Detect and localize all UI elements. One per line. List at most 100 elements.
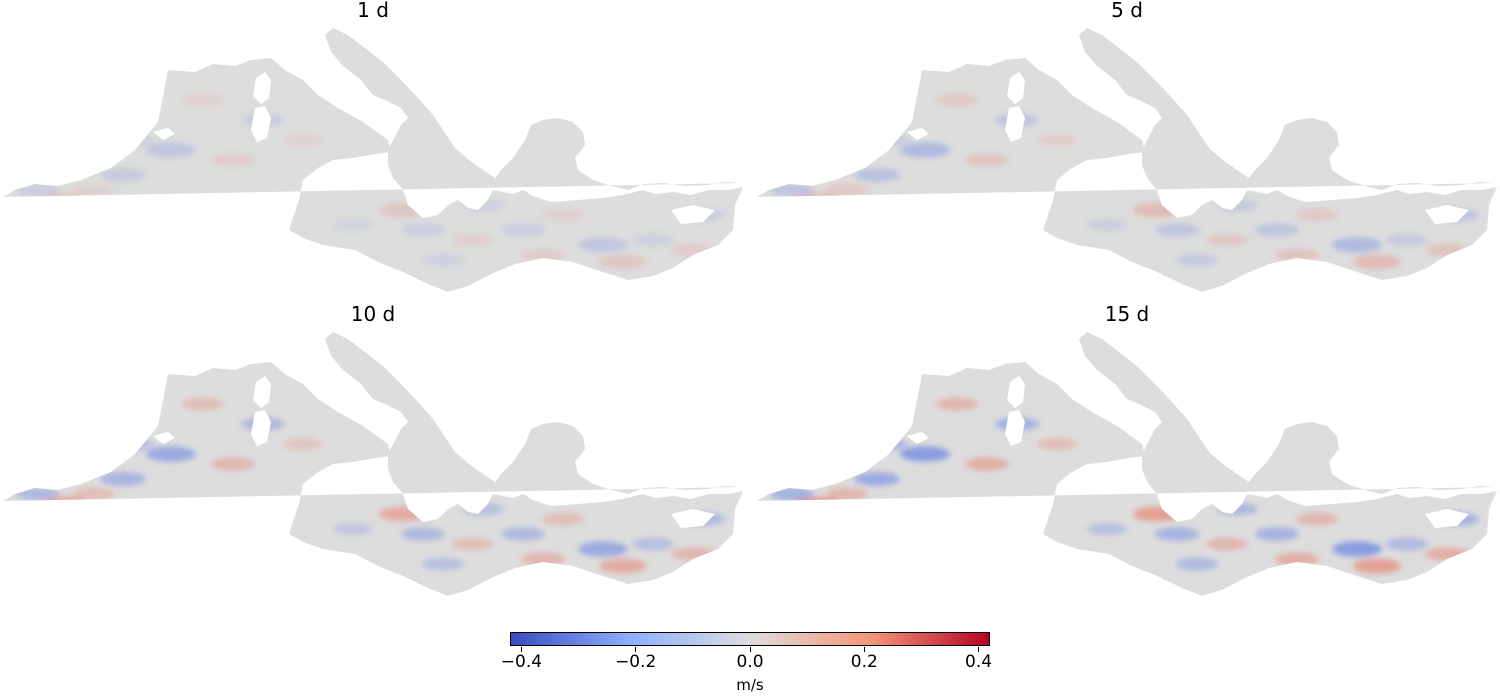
island-land bbox=[1005, 410, 1025, 446]
anomaly-feature bbox=[452, 537, 494, 551]
anomaly-feature bbox=[501, 223, 545, 237]
anomaly-feature bbox=[826, 487, 868, 501]
map-panel-1d: 1 d bbox=[3, 0, 743, 300]
colorbar-tick-label: 0.0 bbox=[736, 652, 764, 672]
anomaly-feature bbox=[1386, 233, 1428, 247]
anomaly-feature bbox=[1353, 558, 1401, 574]
island-land bbox=[253, 72, 271, 104]
anomaly-feature bbox=[671, 547, 715, 561]
anomaly-feature bbox=[501, 527, 545, 541]
anomaly-feature bbox=[770, 183, 814, 197]
island-land bbox=[1005, 106, 1025, 142]
island-land bbox=[251, 410, 271, 446]
anomaly-feature bbox=[1332, 237, 1382, 253]
colorbar-tick bbox=[749, 647, 751, 652]
island-land bbox=[1425, 509, 1469, 528]
island-land bbox=[671, 509, 715, 528]
anomaly-feature bbox=[770, 487, 814, 501]
anomaly-feature bbox=[182, 397, 224, 411]
anomaly-feature bbox=[1155, 527, 1199, 541]
island-land bbox=[251, 106, 271, 142]
anomaly-feature bbox=[599, 254, 647, 270]
anomaly-feature bbox=[866, 133, 908, 147]
island-land bbox=[907, 128, 929, 140]
anomaly-feature bbox=[422, 253, 464, 267]
island-land bbox=[153, 128, 175, 140]
anomaly-feature bbox=[854, 471, 900, 487]
island-land bbox=[907, 432, 929, 444]
anomaly-feature bbox=[900, 142, 950, 158]
anomaly-feature bbox=[462, 198, 504, 212]
anomaly-feature bbox=[1296, 208, 1338, 222]
island-land bbox=[1007, 72, 1025, 104]
anomaly-feature bbox=[1255, 527, 1299, 541]
panel-title: 5 d bbox=[1111, 0, 1143, 22]
colorbar-tick-label: −0.4 bbox=[500, 652, 543, 672]
island-land bbox=[671, 205, 715, 224]
anomaly-feature bbox=[379, 202, 427, 218]
panel-title: 15 d bbox=[1104, 302, 1150, 326]
anomaly-feature bbox=[146, 446, 196, 462]
anomaly-feature bbox=[1332, 541, 1382, 557]
anomaly-feature bbox=[671, 243, 715, 257]
anomaly-feature bbox=[632, 233, 674, 247]
island-land bbox=[153, 432, 175, 444]
anomaly-feature bbox=[462, 502, 504, 516]
island-land bbox=[253, 376, 271, 408]
anomaly-feature bbox=[1275, 248, 1319, 262]
anomaly-feature bbox=[333, 522, 373, 536]
anomaly-feature bbox=[1037, 437, 1077, 451]
anomaly-feature bbox=[211, 457, 255, 471]
anomaly-feature bbox=[1216, 502, 1258, 516]
colorbar-tick-label: 0.4 bbox=[965, 652, 993, 672]
anomaly-feature bbox=[1206, 233, 1248, 247]
anomaly-feature bbox=[1425, 243, 1469, 257]
anomaly-feature bbox=[146, 142, 196, 158]
sea-area bbox=[757, 332, 1497, 596]
anomaly-feature bbox=[936, 93, 978, 107]
anomaly-feature bbox=[1087, 218, 1127, 232]
anomaly-feature bbox=[542, 512, 584, 526]
anomaly-feature bbox=[182, 93, 224, 107]
anomaly-feature bbox=[1296, 512, 1338, 526]
anomaly-feature bbox=[1353, 254, 1401, 270]
anomaly-feature bbox=[965, 457, 1009, 471]
anomaly-feature bbox=[1133, 202, 1181, 218]
panel-title: 10 d bbox=[350, 302, 396, 326]
anomaly-feature bbox=[866, 437, 908, 451]
anomaly-feature bbox=[1037, 133, 1077, 147]
anomaly-map bbox=[757, 332, 1497, 596]
anomaly-feature bbox=[401, 527, 445, 541]
colorbar-tick bbox=[863, 647, 865, 652]
anomaly-feature bbox=[521, 552, 565, 566]
anomaly-feature bbox=[632, 537, 674, 551]
anomaly-feature bbox=[1206, 537, 1248, 551]
anomaly-feature bbox=[1255, 223, 1299, 237]
anomaly-feature bbox=[542, 208, 584, 222]
island-land bbox=[1007, 376, 1025, 408]
anomaly-feature bbox=[422, 557, 464, 571]
anomaly-feature bbox=[1425, 547, 1469, 561]
anomaly-feature bbox=[112, 133, 154, 147]
sea-area bbox=[3, 28, 743, 292]
anomaly-feature bbox=[379, 506, 427, 522]
anomaly-feature bbox=[578, 541, 628, 557]
colorbar-tick bbox=[520, 647, 522, 652]
anomaly-feature bbox=[401, 223, 445, 237]
anomaly-map bbox=[3, 332, 743, 596]
anomaly-feature bbox=[900, 446, 950, 462]
anomaly-feature bbox=[72, 183, 114, 197]
anomaly-feature bbox=[100, 167, 146, 183]
anomaly-feature bbox=[333, 218, 373, 232]
colorbar bbox=[510, 632, 990, 646]
anomaly-feature bbox=[72, 487, 114, 501]
anomaly-feature bbox=[100, 471, 146, 487]
colorbar-tick-label: 0.2 bbox=[850, 652, 878, 672]
map-panel-15d: 15 d bbox=[757, 302, 1497, 604]
colorbar-tick bbox=[978, 647, 980, 652]
anomaly-feature bbox=[112, 437, 154, 451]
colorbar-tick bbox=[635, 647, 637, 652]
anomaly-feature bbox=[1386, 537, 1428, 551]
anomaly-feature bbox=[452, 233, 494, 247]
anomaly-feature bbox=[1176, 557, 1218, 571]
